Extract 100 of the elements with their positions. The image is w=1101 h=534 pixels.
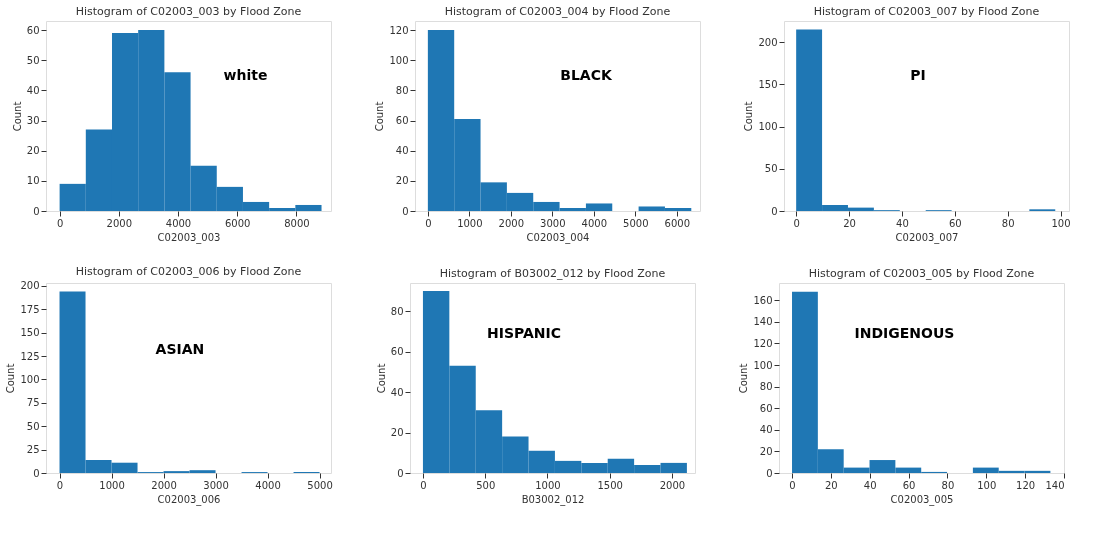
y-tick-label: 30: [26, 115, 40, 127]
x-tick-label: 1000: [457, 217, 483, 229]
x-axis-title: C02003_006: [157, 493, 221, 506]
y-tick-label: 100: [753, 359, 773, 371]
x-axis-title: C02003_005: [890, 493, 954, 506]
x-tick-label: 0: [56, 217, 64, 229]
y-tick-label: 100: [20, 373, 40, 385]
x-tick-label: 3000: [203, 479, 229, 491]
chart-title: Histogram of C02003_006 by Flood Zone: [75, 264, 302, 278]
y-axis-title: Count: [375, 363, 387, 394]
y-tick-label: 120: [753, 337, 773, 349]
x-tick-label: 40: [896, 217, 909, 229]
y-axis-title: Count: [374, 101, 386, 132]
y-tick-label: 20: [26, 145, 40, 157]
y-tick-label: 50: [26, 54, 40, 66]
y-tick-label: 60: [759, 402, 773, 414]
annotation: white: [223, 67, 268, 84]
y-tick-label: 60: [26, 24, 40, 36]
x-axis-title: C02003_007: [895, 231, 959, 244]
y-tick-label: 140: [753, 316, 773, 328]
annotation: INDIGENOUS: [854, 325, 955, 342]
y-axis-title: Count: [11, 101, 23, 132]
y-tick-label: 75: [26, 397, 40, 409]
y-tick-label: 40: [395, 145, 409, 157]
y-tick-label: 200: [20, 280, 40, 292]
y-tick-label: 0: [33, 467, 40, 479]
x-tick-label: 6000: [224, 217, 251, 229]
annotation: BLACK: [560, 67, 613, 84]
y-tick-label: 80: [390, 305, 404, 317]
y-tick-label: 0: [33, 205, 40, 217]
x-axis-title: B03002_012: [521, 493, 585, 506]
y-tick-label: 0: [766, 467, 773, 479]
x-tick-label: 20: [825, 479, 838, 491]
chart-title: Histogram of B03002_012 by Flood Zone: [439, 267, 666, 280]
y-tick-label: 160: [753, 294, 773, 306]
x-tick-label: 2000: [498, 217, 525, 229]
x-tick-label: 1000: [99, 479, 125, 491]
y-tick-label: 40: [26, 84, 40, 96]
y-tick-label: 0: [402, 205, 409, 217]
x-tick-label: 0: [793, 217, 800, 229]
y-tick-label: 120: [389, 24, 409, 36]
y-tick-label: 20: [390, 427, 404, 439]
x-tick-label: 1500: [597, 479, 623, 491]
y-tick-label: 200: [758, 36, 778, 48]
x-tick-label: 2000: [151, 479, 177, 491]
y-tick-label: 50: [26, 420, 40, 432]
y-tick-label: 25: [26, 444, 40, 456]
y-tick-label: 10: [26, 175, 40, 187]
annotation: ASIAN: [155, 340, 205, 357]
y-tick-label: 0: [397, 467, 404, 479]
x-axis-title: C02003_004: [526, 231, 590, 244]
chart-title: Histogram of C02003_004 by Flood Zone: [444, 5, 671, 18]
x-tick-label: 120: [1016, 479, 1036, 491]
x-tick-label: 8000: [284, 217, 310, 229]
x-tick-label: 5000: [623, 217, 649, 229]
y-tick-label: 50: [764, 163, 778, 175]
y-tick-label: 20: [759, 445, 773, 457]
y-tick-label: 80: [395, 84, 409, 96]
x-tick-label: 2000: [659, 479, 686, 491]
y-tick-label: 40: [390, 386, 404, 398]
x-tick-label: 20: [843, 217, 856, 229]
x-tick-label: 100: [977, 479, 997, 491]
annotation: HISPANIC: [486, 325, 562, 342]
y-axis-title: Count: [738, 363, 750, 394]
x-axis-title: C02003_003: [157, 231, 221, 244]
annotation: PI: [910, 67, 926, 84]
y-tick-label: 150: [20, 327, 40, 339]
y-tick-label: 80: [759, 381, 773, 393]
y-tick-label: 125: [20, 350, 40, 362]
x-tick-label: 0: [420, 479, 427, 491]
x-tick-label: 80: [1001, 217, 1015, 229]
x-tick-label: 100: [1051, 217, 1071, 229]
x-tick-label: 40: [863, 479, 877, 491]
x-tick-label: 6000: [664, 217, 690, 229]
x-tick-label: 0: [789, 479, 796, 491]
y-tick-label: 150: [758, 78, 778, 90]
x-tick-label: 60: [902, 479, 916, 491]
x-tick-label: 0: [56, 479, 64, 491]
x-tick-label: 4000: [581, 217, 608, 229]
y-tick-label: 0: [771, 205, 778, 217]
x-tick-label: 4000: [255, 479, 281, 491]
chart-title: Histogram of C02003_005 by Flood Zone: [808, 267, 1035, 280]
y-tick-label: 20: [395, 175, 409, 187]
x-tick-label: 3000: [540, 217, 566, 229]
y-tick-label: 60: [395, 115, 409, 127]
x-tick-label: 1000: [535, 479, 561, 491]
y-tick-label: 100: [389, 54, 409, 66]
x-tick-label: 80: [941, 479, 955, 491]
y-tick-label: 100: [758, 121, 778, 133]
chart-title: Histogram of C02003_003 by Flood Zone: [75, 5, 302, 18]
x-tick-label: 140: [1045, 479, 1065, 491]
y-axis-title: Count: [743, 101, 755, 132]
x-tick-label: 0: [425, 217, 432, 229]
x-tick-label: 60: [948, 217, 962, 229]
y-axis-title: Count: [5, 363, 17, 394]
y-tick-label: 175: [20, 303, 40, 315]
x-tick-label: 2000: [106, 217, 133, 229]
y-tick-label: 60: [390, 346, 404, 358]
x-tick-label: 4000: [165, 217, 192, 229]
chart-title: Histogram of C02003_007 by Flood Zone: [813, 5, 1040, 18]
